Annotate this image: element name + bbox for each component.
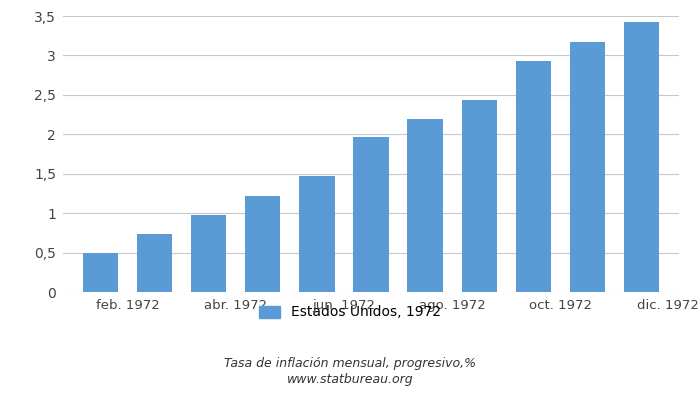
- Legend: Estados Unidos, 1972: Estados Unidos, 1972: [253, 300, 447, 325]
- Text: Tasa de inflación mensual, progresivo,%: Tasa de inflación mensual, progresivo,%: [224, 358, 476, 370]
- Bar: [83, 253, 118, 292]
- Bar: [570, 42, 605, 292]
- Bar: [407, 118, 442, 292]
- Bar: [246, 196, 281, 292]
- Text: www.statbureau.org: www.statbureau.org: [287, 374, 413, 386]
- Bar: [137, 234, 172, 292]
- Bar: [300, 176, 335, 292]
- Bar: [354, 138, 388, 292]
- Bar: [515, 61, 551, 292]
- Bar: [624, 22, 659, 292]
- Bar: [461, 100, 496, 292]
- Bar: [191, 215, 227, 292]
